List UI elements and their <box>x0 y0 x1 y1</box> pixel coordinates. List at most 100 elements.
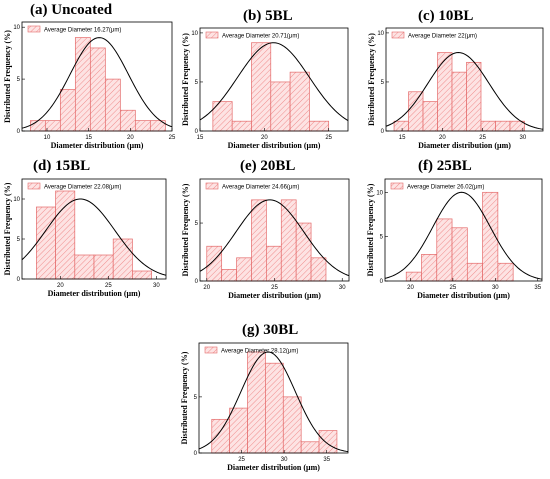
x-axis-label: Diameter distribution (μm) <box>48 289 141 298</box>
histogram-bar <box>451 227 468 282</box>
x-axis-label: Diameter distribution (μm) <box>227 463 320 472</box>
panel-title: (e) 20BL <box>240 158 295 174</box>
x-tick-label: 25 <box>169 135 176 141</box>
y-tick-label: 5 <box>17 237 21 243</box>
y-tick-label: 10 <box>191 31 198 37</box>
histogram-bar <box>211 418 231 454</box>
panel-title: (g) 30BL <box>242 322 298 338</box>
legend-label: Average Diameter 20.71(μm) <box>222 34 299 40</box>
histogram-bar <box>104 78 121 132</box>
x-axis-label: Diameter distribution (μm) <box>417 291 510 300</box>
histogram-bar <box>44 120 61 132</box>
legend-swatch <box>204 346 218 354</box>
panel-title: (a) Uncoated <box>30 2 113 18</box>
y-axis-label: Distributed Frequency (%) <box>366 183 375 276</box>
x-tick-label: 15 <box>399 135 406 141</box>
histogram-bar <box>231 120 252 132</box>
x-tick-label: 20 <box>261 135 268 141</box>
histogram-bar <box>437 52 453 132</box>
chart-panel-1: (b) 5BL 15 20 25 0 5 10 Diameter distribution (… <box>181 8 349 150</box>
histogram-bar <box>497 262 514 282</box>
histogram-bar <box>393 120 409 132</box>
y-axis-label: Distributed Frequency (%) <box>3 30 12 123</box>
histogram-bar <box>309 120 330 132</box>
y-tick-label: 10 <box>376 190 383 196</box>
histogram-bar <box>282 396 302 454</box>
histogram-bar <box>74 254 95 280</box>
histogram-bar <box>408 91 424 132</box>
y-tick-label: 0 <box>194 451 198 457</box>
gaussian-fit-curve <box>21 198 167 276</box>
x-tick-label: 30 <box>339 285 346 291</box>
histogram-bar <box>236 257 252 282</box>
x-tick-label: 25 <box>271 285 278 291</box>
gaussian-fit-curve <box>385 52 544 130</box>
histogram-bar <box>300 441 320 454</box>
histogram-bar <box>119 109 136 132</box>
histogram-bar <box>112 238 133 280</box>
histogram-bar <box>206 245 223 282</box>
y-tick-label: 0 <box>17 129 21 135</box>
gaussian-fit-curve <box>199 199 350 277</box>
legend-swatch <box>27 182 41 190</box>
panel-title: (c) 10BL <box>418 8 473 24</box>
x-axis-label: Diameter distribution (μm) <box>418 141 511 150</box>
y-tick-label: 0 <box>380 279 384 285</box>
y-axis-label: Distributed Frequency (%) <box>181 183 190 276</box>
x-tick-label: 30 <box>281 457 288 463</box>
plot-frame <box>385 27 544 132</box>
panel-title: (f) 25BL <box>418 158 472 174</box>
x-tick-label: 25 <box>105 283 112 289</box>
histogram-bar <box>36 206 56 280</box>
x-tick-label: 20 <box>439 135 446 141</box>
histogram-bar <box>251 42 272 132</box>
legend-label: Average Diameter 24.66(μm) <box>222 185 299 191</box>
legend-label: Average Diameter 22.08(μm) <box>44 185 121 191</box>
histogram-bar <box>495 120 511 132</box>
y-tick-label: 0 <box>17 277 21 283</box>
y-axis-label: Distributed Frequency (%) <box>181 33 190 126</box>
x-tick-label: 20 <box>203 285 210 291</box>
histogram-bar <box>247 351 266 454</box>
y-tick-label: 5 <box>195 80 199 86</box>
legend-label: Average Diameter 26.02(μm) <box>407 185 484 191</box>
y-axis-label: Distributed Frequency (%) <box>180 351 189 444</box>
histogram-bar <box>421 254 438 282</box>
legend-swatch <box>205 31 219 39</box>
histogram-bar <box>55 190 76 280</box>
histogram-bar <box>59 89 76 132</box>
x-tick-label: 10 <box>44 135 51 141</box>
x-tick-label: 30 <box>520 135 527 141</box>
histogram-bar <box>466 61 482 132</box>
chart-panel-2: (c) 10BL 15 20 25 30 0 5 10 Diameter distributio… <box>367 8 544 150</box>
x-tick-label: 20 <box>407 285 414 291</box>
x-axis-label: Diameter distribution (μm) <box>228 141 321 150</box>
histogram-bar <box>405 271 422 282</box>
legend-swatch <box>391 31 405 39</box>
x-tick-label: 25 <box>450 285 457 291</box>
y-tick-label: 5 <box>17 77 21 83</box>
y-tick-label: 5 <box>194 395 198 401</box>
histogram-bar <box>229 407 248 454</box>
x-tick-label: 35 <box>323 457 330 463</box>
y-tick-label: 10 <box>13 197 20 203</box>
panel-title: (d) 15BL <box>33 158 90 174</box>
x-tick-label: 15 <box>85 135 92 141</box>
y-tick-label: 0 <box>195 129 199 135</box>
y-axis-label: Distributed Frequency (%) <box>3 182 12 275</box>
legend-swatch <box>390 182 404 190</box>
histogram-bar <box>132 270 152 280</box>
histogram-bar <box>270 81 291 132</box>
x-axis-label: Diameter distribution (μm) <box>51 141 144 150</box>
y-tick-label: 10 <box>13 25 20 31</box>
x-tick-label: 15 <box>197 135 204 141</box>
gaussian-fit-curve <box>199 42 349 122</box>
histogram-bar <box>451 71 467 132</box>
gaussian-fit-curve <box>198 351 349 453</box>
legend-swatch <box>205 182 219 190</box>
panel-title: (b) 5BL <box>243 8 293 24</box>
legend-label: Average Diameter 28.12(μm) <box>221 349 298 355</box>
chart-panel-6: (g) 30BL 25 30 35 0 5 Diameter distribution (μ… <box>180 322 349 472</box>
x-tick-label: 35 <box>534 285 541 291</box>
